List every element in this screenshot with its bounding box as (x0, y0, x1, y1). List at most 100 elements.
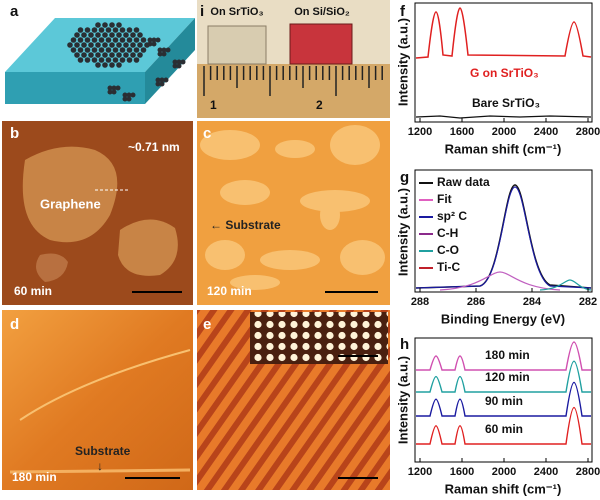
x-tick-label: 1200 (408, 126, 432, 138)
x-tick-label: 2800 (576, 466, 600, 478)
feature-label: ← Substrate (210, 218, 281, 232)
atom (112, 57, 119, 63)
series-label: Bare SrTiO₃ (472, 96, 540, 110)
spectrum (415, 115, 592, 119)
x-ticks: 1200 1600 2000 2400 2800 (408, 118, 600, 138)
patch (275, 140, 315, 158)
atom (176, 59, 182, 65)
patch (320, 200, 340, 230)
atom (116, 62, 122, 68)
atom (126, 96, 132, 102)
atom (172, 63, 178, 69)
atom (91, 47, 98, 53)
x-ticks: 1200 1600 2000 2400 2800 (408, 458, 600, 478)
atom (133, 57, 140, 63)
sample-label: On Si/SiO₂ (294, 6, 350, 18)
time-label: 120 min (207, 284, 252, 298)
atom (98, 27, 105, 33)
atom (102, 52, 108, 58)
fit-component (439, 271, 561, 291)
spectrum (415, 7, 592, 59)
atom (119, 37, 126, 43)
panel-label: f (400, 3, 406, 20)
panel-label: b (10, 125, 19, 142)
atom (123, 32, 129, 38)
atom (70, 47, 77, 53)
atom (116, 42, 122, 48)
atom (109, 52, 115, 58)
x-tick-label: 1200 (408, 466, 432, 478)
atom (109, 22, 115, 28)
atom (133, 47, 140, 53)
step-edge (9, 468, 191, 474)
graphene-cluster (67, 22, 186, 102)
atom (84, 47, 91, 53)
graphene-island (36, 253, 68, 282)
panel-label: g (400, 169, 409, 186)
panel-a: a (0, 0, 195, 118)
atom (112, 27, 119, 33)
afm-image (2, 310, 193, 490)
atom (70, 37, 77, 43)
time-label: 180 min (12, 470, 57, 484)
step-edge (19, 349, 191, 421)
atom (130, 52, 136, 58)
atom (105, 57, 112, 63)
atom (140, 37, 147, 43)
atom (116, 22, 122, 28)
atom (112, 47, 119, 53)
atom (109, 42, 115, 48)
panel-label: d (10, 316, 19, 333)
x-ticks: 288 286 284 282 (411, 288, 597, 308)
patch (330, 125, 380, 165)
atom (77, 27, 84, 33)
atom (91, 37, 98, 43)
atom (115, 85, 121, 91)
panel-f: G on SrTiO₃ Bare SrTiO₃ Intensity (a.u.)… (395, 2, 600, 156)
atom (161, 51, 167, 57)
atom (74, 32, 80, 38)
atom (88, 52, 94, 58)
atom (119, 47, 126, 53)
atom (88, 42, 94, 48)
plot-frame (414, 169, 593, 293)
atom (157, 47, 163, 53)
y-axis-label: Intensity (a.u.) (395, 18, 410, 106)
atom (84, 27, 91, 33)
atom (130, 42, 136, 48)
x-tick-label: 284 (523, 296, 542, 308)
x-axis-label: Raman shift (cm⁻¹) (445, 481, 562, 496)
atom (130, 92, 136, 98)
atom (165, 47, 171, 53)
y-axis-label: Intensity (a.u.) (395, 188, 410, 276)
atom (88, 32, 94, 38)
atom (112, 37, 119, 43)
atom (155, 77, 161, 83)
sample-sio2 (289, 23, 353, 65)
patch (230, 275, 280, 290)
atom (119, 27, 126, 33)
ruler-number: 1 (210, 98, 217, 112)
atom (102, 22, 108, 28)
atom (111, 85, 117, 91)
panel-label: e (203, 316, 211, 333)
atom (95, 62, 101, 68)
feature-label: Graphene (40, 196, 101, 211)
panel-e: e (197, 310, 390, 490)
graphene-island (22, 146, 118, 243)
spectrum (416, 341, 591, 371)
panel-label: i (200, 3, 204, 20)
spectrum (416, 360, 591, 393)
panel-b: ~0.71 nm Graphene 60 min b (2, 121, 193, 305)
atom (122, 96, 128, 102)
atom (137, 32, 143, 38)
patch (260, 250, 320, 270)
atom (172, 59, 178, 65)
atom (126, 92, 132, 98)
atom (123, 42, 129, 48)
atom (123, 52, 129, 58)
atom (163, 77, 169, 83)
ruler-ticks (203, 66, 383, 96)
atom (77, 47, 84, 53)
